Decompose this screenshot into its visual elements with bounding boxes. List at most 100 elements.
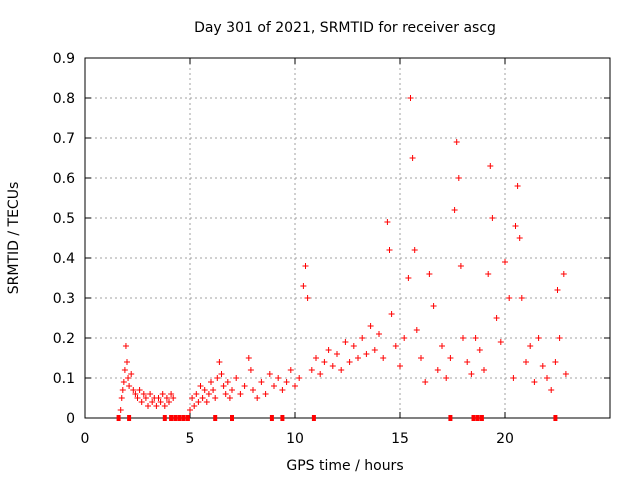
y-tick-labels: 0 0.1 0.2 0.3 0.4 0.5 0.6 0.7 0.8 0.9 — [53, 51, 75, 427]
data-point — [562, 371, 569, 377]
data-point — [302, 263, 309, 269]
data-point — [392, 343, 399, 349]
y-tick-label: 0.6 — [53, 171, 75, 187]
chart-title: Day 301 of 2021, SRMTID for receiver asc… — [194, 20, 496, 36]
data-point — [216, 359, 223, 365]
data-point — [134, 395, 141, 401]
data-point — [556, 335, 563, 341]
data-point — [189, 395, 196, 401]
data-point — [224, 379, 231, 385]
data-point — [518, 295, 525, 301]
data-point — [138, 399, 145, 405]
data-point — [250, 387, 256, 393]
data-point — [439, 343, 445, 349]
data-point — [434, 367, 441, 373]
data-point — [535, 335, 542, 341]
data-point — [121, 367, 128, 373]
data-point — [226, 395, 233, 401]
data-point — [279, 387, 286, 393]
baseline-markers — [116, 415, 558, 421]
data-point — [516, 235, 523, 241]
y-tick-label: 0.2 — [53, 331, 75, 347]
data-point — [317, 371, 324, 377]
baseline-marker — [230, 415, 234, 421]
data-point — [325, 347, 332, 353]
data-point — [523, 359, 529, 365]
data-point — [119, 387, 126, 393]
data-point — [388, 311, 395, 317]
data-point — [191, 403, 198, 409]
data-point — [218, 371, 225, 377]
data-point — [552, 359, 559, 365]
baseline-marker — [311, 415, 316, 421]
data-point — [126, 383, 133, 389]
data-point — [506, 295, 513, 301]
baseline-marker — [127, 415, 132, 421]
data-point — [262, 391, 269, 397]
x-tick-label: 10 — [286, 431, 304, 447]
data-point — [451, 207, 458, 213]
data-point — [313, 355, 319, 361]
data-point — [560, 271, 567, 277]
baseline-marker — [173, 415, 178, 421]
data-point — [128, 371, 135, 377]
data-point — [487, 163, 494, 169]
data-point — [254, 395, 261, 401]
data-point — [531, 379, 538, 385]
data-point — [472, 335, 479, 341]
data-point — [376, 331, 382, 337]
data-point — [187, 407, 193, 413]
x-axis-label: GPS time / hours — [286, 458, 403, 474]
data-point — [422, 379, 429, 385]
data-point — [203, 399, 210, 405]
data-point — [510, 375, 517, 381]
data-point — [363, 351, 370, 357]
data-point — [455, 175, 462, 181]
data-point — [275, 375, 282, 381]
data-point — [493, 315, 500, 321]
y-tick-label: 0.7 — [53, 131, 75, 147]
data-point — [405, 275, 412, 281]
y-tick-label: 0.3 — [53, 291, 75, 307]
data-point — [271, 383, 277, 389]
data-point — [222, 391, 229, 397]
data-point — [502, 259, 508, 265]
y-tick-label: 0 — [66, 411, 75, 427]
data-point — [468, 371, 475, 377]
baseline-marker — [280, 415, 285, 421]
data-point — [205, 391, 212, 397]
data-point — [247, 367, 254, 373]
baseline-marker — [479, 415, 484, 421]
x-tick-label: 0 — [81, 431, 90, 447]
data-point — [193, 391, 200, 397]
data-point — [386, 247, 393, 253]
data-points — [117, 95, 569, 413]
baseline-marker — [213, 415, 218, 421]
y-tick-label: 0.9 — [53, 51, 75, 67]
data-point — [292, 383, 298, 389]
data-point — [136, 387, 143, 393]
data-point — [497, 339, 504, 345]
data-point — [149, 399, 156, 405]
grid-lines — [85, 58, 610, 418]
data-point — [241, 383, 248, 389]
data-point — [304, 295, 311, 301]
data-point — [117, 407, 124, 413]
baseline-marker — [269, 415, 274, 421]
data-point — [426, 271, 433, 277]
data-point — [544, 375, 550, 381]
y-tick-label: 0.1 — [53, 371, 75, 387]
y-tick-label: 0.8 — [53, 91, 75, 107]
baseline-marker — [471, 415, 476, 421]
data-point — [245, 355, 252, 361]
x-tick-labels: 0 5 10 15 20 — [81, 431, 514, 447]
data-point — [140, 391, 147, 397]
data-point — [197, 383, 204, 389]
data-point — [201, 387, 208, 393]
data-point — [229, 387, 235, 393]
data-point — [233, 375, 240, 381]
data-point — [195, 399, 202, 405]
data-point — [418, 355, 424, 361]
data-point — [355, 355, 361, 361]
